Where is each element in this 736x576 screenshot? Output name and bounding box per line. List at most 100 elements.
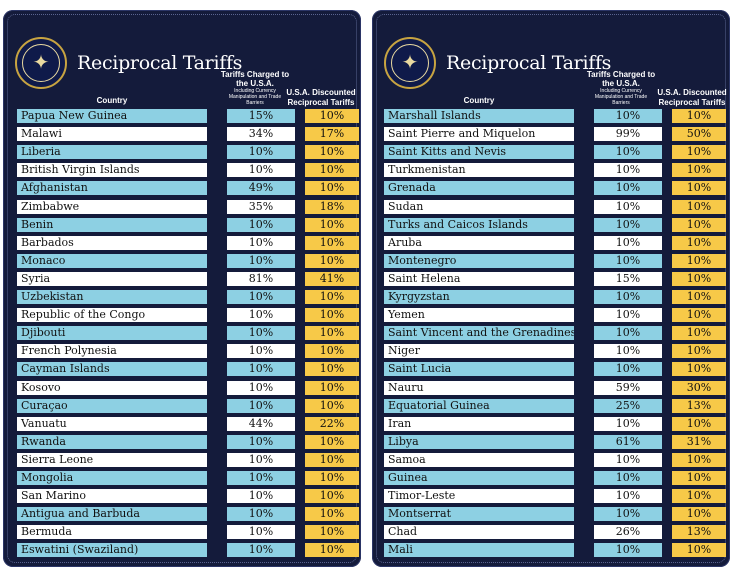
discounted-tariff-cell: 10% — [672, 253, 726, 268]
table-row: Saint Lucia 10% 10% — [384, 362, 726, 377]
country-cell: British Virgin Islands — [17, 163, 207, 178]
tariff-charged-cell: 10% — [594, 253, 662, 268]
tariff-charged-cell: 10% — [594, 344, 662, 359]
discounted-tariff-cell: 10% — [672, 489, 726, 504]
table-row: Curaçao 10% 10% — [17, 398, 359, 413]
tariff-charged-cell: 10% — [227, 145, 295, 160]
country-cell: Republic of the Congo — [17, 308, 207, 323]
tariff-charged-cell: 99% — [594, 127, 662, 142]
table-row: Kyrgyzstan 10% 10% — [384, 290, 726, 304]
table-row: Niger 10% 10% — [384, 344, 726, 359]
discounted-tariff-cell: 31% — [672, 434, 726, 449]
discounted-tariff-cell: 10% — [672, 290, 726, 304]
table-row: Syria 81% 41% — [17, 271, 359, 286]
table-row: Monaco 10% 10% — [17, 253, 359, 268]
table-row: Barbados 10% 10% — [17, 235, 359, 250]
country-cell: Zimbabwe — [17, 199, 207, 214]
discounted-tariff-cell: 10% — [672, 163, 726, 178]
tariff-charged-cell: 15% — [227, 109, 295, 123]
country-cell: Afghanistan — [17, 181, 207, 196]
discounted-tariff-cell: 10% — [672, 344, 726, 359]
country-cell: Iran — [384, 416, 574, 431]
discounted-tariff-cell: 10% — [672, 326, 726, 341]
discounted-tariff-cell: 10% — [305, 398, 359, 413]
discounted-tariff-cell: 10% — [672, 543, 726, 558]
table-row: Saint Kitts and Nevis 10% 10% — [384, 145, 726, 160]
table-row: Djibouti 10% 10% — [17, 326, 359, 341]
panel-title: Reciprocal Tariffs — [77, 52, 243, 74]
tariff-charged-cell: 10% — [227, 380, 295, 395]
table-row: Republic of the Congo 10% 10% — [17, 308, 359, 323]
country-cell: Sudan — [384, 199, 574, 214]
tariff-charged-cell: 10% — [227, 217, 295, 232]
country-cell: Yemen — [384, 308, 574, 323]
table-row: Bermuda 10% 10% — [17, 525, 359, 540]
header-tariffs-charged: Tariffs Charged to the U.S.A. Including … — [220, 70, 290, 106]
tariff-charged-cell: 10% — [594, 308, 662, 323]
table-row: Iran 10% 10% — [384, 416, 726, 431]
table-row: French Polynesia 10% 10% — [17, 344, 359, 359]
country-cell: Saint Helena — [384, 271, 574, 286]
country-cell: French Polynesia — [17, 344, 207, 359]
table-row: Cayman Islands 10% 10% — [17, 362, 359, 377]
table-row: Montserrat 10% 10% — [384, 507, 726, 522]
country-cell: Nauru — [384, 380, 574, 395]
tariff-charged-cell: 10% — [594, 543, 662, 558]
discounted-tariff-cell: 10% — [305, 235, 359, 250]
tariff-charged-cell: 10% — [594, 471, 662, 485]
table-row: Yemen 10% 10% — [384, 308, 726, 323]
table-row: Mali 10% 10% — [384, 543, 726, 558]
table-row: Eswatini (Swaziland) 10% 10% — [17, 543, 359, 558]
table-row: San Marino 10% 10% — [17, 489, 359, 504]
presidential-seal-icon: ✦ — [384, 37, 436, 89]
header-discounted-tariffs: U.S.A. Discounted Reciprocal Tariffs — [657, 88, 727, 107]
discounted-tariff-cell: 10% — [305, 181, 359, 196]
table-row: Saint Helena 15% 10% — [384, 271, 726, 286]
tariff-panel-right: ✦ Reciprocal Tariffs Tariffs Charged to … — [372, 10, 730, 567]
discounted-tariff-cell: 10% — [305, 525, 359, 540]
table-row: Turkmenistan 10% 10% — [384, 163, 726, 178]
tariff-charged-cell: 10% — [227, 163, 295, 178]
country-cell: Timor-Leste — [384, 489, 574, 504]
tariff-charged-cell: 10% — [594, 362, 662, 377]
table-row: Montenegro 10% 10% — [384, 253, 726, 268]
country-cell: Guinea — [384, 471, 574, 485]
discounted-tariff-cell: 10% — [305, 344, 359, 359]
discounted-tariff-cell: 22% — [305, 416, 359, 431]
tariff-charged-cell: 61% — [594, 434, 662, 449]
tariff-charged-cell: 10% — [227, 253, 295, 268]
country-cell: Niger — [384, 344, 574, 359]
discounted-tariff-cell: 30% — [672, 380, 726, 395]
country-cell: Rwanda — [17, 434, 207, 449]
discounted-tariff-cell: 10% — [305, 362, 359, 377]
discounted-tariff-cell: 10% — [305, 380, 359, 395]
table-row: Benin 10% 10% — [17, 217, 359, 232]
country-cell: Djibouti — [17, 326, 207, 341]
country-cell: Mongolia — [17, 471, 207, 485]
tariff-charged-cell: 10% — [594, 235, 662, 250]
discounted-tariff-cell: 10% — [672, 145, 726, 160]
country-cell: Aruba — [384, 235, 574, 250]
country-cell: Samoa — [384, 452, 574, 467]
discounted-tariff-cell: 41% — [305, 271, 359, 286]
country-cell: Saint Vincent and the Grenadines — [384, 326, 574, 341]
country-cell: Uzbekistan — [17, 290, 207, 304]
discounted-tariff-cell: 50% — [672, 127, 726, 142]
tariff-charged-cell: 10% — [227, 326, 295, 341]
tariff-charged-cell: 10% — [594, 507, 662, 522]
country-cell: Malawi — [17, 127, 207, 142]
tariff-charged-cell: 10% — [594, 326, 662, 341]
table-row: Sierra Leone 10% 10% — [17, 452, 359, 467]
discounted-tariff-cell: 10% — [672, 235, 726, 250]
tariff-charged-cell: 10% — [594, 181, 662, 196]
tariff-charged-cell: 10% — [594, 109, 662, 123]
discounted-tariff-cell: 10% — [672, 507, 726, 522]
discounted-tariff-cell: 10% — [305, 471, 359, 485]
country-cell: Saint Pierre and Miquelon — [384, 127, 574, 142]
discounted-tariff-cell: 10% — [305, 543, 359, 558]
table-row: Rwanda 10% 10% — [17, 434, 359, 449]
table-row: Papua New Guinea 15% 10% — [17, 109, 359, 123]
discounted-tariff-cell: 10% — [672, 471, 726, 485]
country-cell: Turks and Caicos Islands — [384, 217, 574, 232]
tariff-panel-left: ✦ Reciprocal Tariffs Tariffs Charged to … — [3, 10, 361, 567]
